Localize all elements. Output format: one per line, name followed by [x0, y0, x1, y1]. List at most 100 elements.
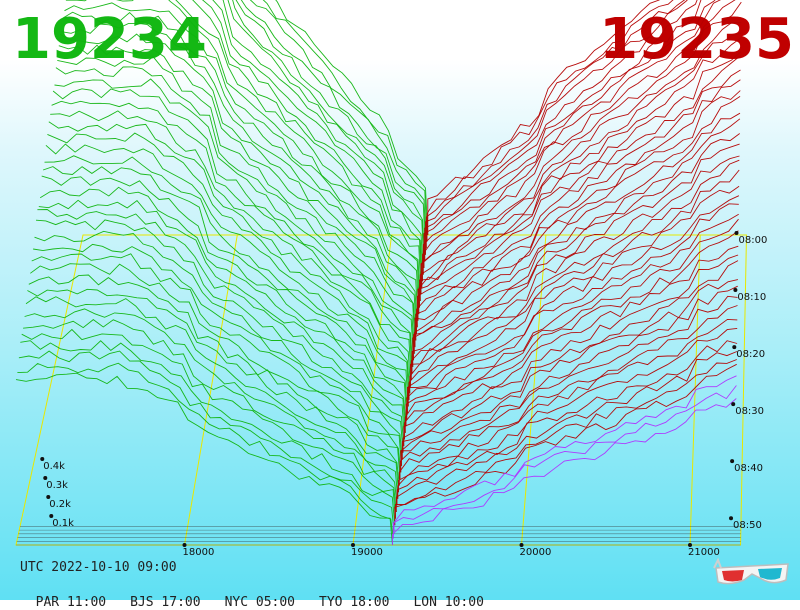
ask-depth-line — [392, 398, 737, 545]
price-tick-label: 20000 — [520, 547, 552, 558]
grid-line-price — [689, 234, 701, 546]
ask-depth-line — [403, 245, 739, 447]
price-tick-mark — [519, 543, 524, 547]
utc-timestamp: UTC 2022-10-10 09:00 — [20, 560, 177, 575]
bid-depth-line — [58, 44, 416, 348]
chart-grid — [15, 234, 747, 546]
clock-bjs: BJS 17:00 — [130, 595, 201, 610]
bid-depth-line — [51, 100, 412, 381]
time-axis: 08:00 08:10 08:20 08:30 08:40 08:50 — [729, 231, 767, 531]
time-tick-label: 08:50 — [733, 520, 762, 531]
bid-depth-line — [42, 166, 408, 420]
ask-depth-line — [398, 305, 738, 486]
clock-par: PAR 11:00 — [35, 595, 107, 610]
price-tick-mark — [351, 543, 355, 547]
bid-depth-line — [35, 219, 404, 453]
time-tick-mark — [731, 402, 736, 407]
grid-line-price — [184, 234, 238, 546]
bid-depth-line — [240, 0, 426, 255]
time-tick-mark — [734, 231, 739, 235]
bid-depth-line — [44, 155, 408, 414]
ask-depth-line — [404, 218, 739, 433]
bid-depth-line — [61, 22, 417, 334]
bid-depth-line — [23, 319, 397, 513]
ask-depth-line — [423, 0, 702, 268]
ask-depth-series — [392, 0, 742, 545]
ask-depth-line — [407, 185, 740, 407]
world-clocks: PAR 11:00 BJS 17:00 NYC 05:00 TYO 18:00 LON … — [20, 580, 508, 610]
bid-depth-line — [34, 230, 403, 460]
ask-depth-line — [399, 295, 738, 479]
bid-depth-line — [232, 0, 425, 269]
volume-axis: 0.1k 0.2k 0.3k 0.4k — [40, 457, 74, 529]
ask-depth-line — [422, 0, 716, 275]
bid-depth-line — [222, 0, 423, 282]
bid-depth-line — [21, 328, 396, 519]
bid-depth-line — [41, 175, 407, 427]
ask-depth-line — [418, 37, 742, 315]
volume-tick-label: 0.4k — [43, 461, 65, 472]
ask-depth-line — [405, 213, 739, 427]
ask-depth-line — [413, 96, 741, 354]
bid-depth-line — [25, 296, 399, 499]
bid-depth-line — [15, 372, 393, 546]
ask-depth-line — [402, 254, 739, 453]
ask-depth-line — [396, 340, 738, 506]
bid-depth-line — [65, 0, 420, 315]
ask-depth-line — [401, 279, 738, 466]
ask-depth-line — [424, 0, 698, 262]
ask-depth-line — [411, 133, 740, 374]
price-tick-label: 21000 — [688, 547, 720, 558]
bid-depth-line — [24, 308, 398, 506]
ask-depth-line — [422, 0, 721, 282]
ask-depth-line — [395, 359, 737, 519]
bid-depth-series — [15, 0, 429, 546]
volume-tick-mark — [49, 514, 54, 518]
volume-tick-mark — [43, 476, 48, 480]
time-tick-label: 08:30 — [735, 406, 764, 417]
clock-tyo: TYO 18:00 — [319, 595, 390, 610]
3d-glasses-icon[interactable] — [712, 556, 792, 596]
bid-depth-line — [31, 253, 402, 473]
bid-depth-line — [27, 288, 399, 493]
bid-depth-line — [17, 362, 394, 539]
ask-depth-line — [413, 112, 741, 361]
bid-depth-line — [249, 0, 427, 249]
bid-depth-line — [39, 186, 406, 433]
bid-depth-line — [47, 132, 410, 400]
bid-depth-line — [54, 78, 414, 367]
volume-tick-label: 0.1k — [52, 518, 74, 529]
ask-depth-line — [421, 0, 736, 288]
ask-depth-line — [425, 0, 688, 255]
bid-depth-line — [262, 0, 428, 242]
bid-depth-line — [50, 110, 411, 387]
volume-tick-label: 0.2k — [49, 499, 71, 510]
ask-depth-line — [416, 69, 741, 334]
ask-depth-line — [426, 0, 674, 242]
bid-depth-line — [57, 56, 415, 354]
ask-depth-line — [394, 363, 737, 526]
bid-depth-line — [175, 0, 420, 308]
ask-depth-line — [392, 385, 737, 539]
time-tick-label: 08:40 — [734, 463, 763, 474]
ask-depth-line — [416, 55, 741, 328]
bid-depth-line — [38, 199, 405, 440]
bid-depth-line — [64, 2, 419, 321]
ask-depth-line — [420, 1, 742, 295]
ask-depth-line — [417, 51, 742, 321]
ask-depth-line — [410, 155, 740, 387]
clock-nyc: NYC 05:00 — [224, 595, 296, 610]
ask-depth-line — [397, 327, 738, 499]
volume-tick-mark — [40, 457, 45, 461]
time-tick-label: 08:10 — [737, 292, 766, 303]
price-tick-label: 18000 — [183, 547, 215, 558]
clock-lon: LON 10:00 — [413, 595, 484, 610]
time-tick-label: 08:20 — [736, 349, 765, 360]
ask-depth-line — [398, 318, 738, 493]
bid-depth-line — [28, 274, 400, 486]
ask-depth-line — [419, 22, 742, 301]
volume-tick-mark — [46, 495, 51, 499]
time-tick-mark — [730, 459, 735, 464]
ask-depth-line — [401, 260, 739, 460]
